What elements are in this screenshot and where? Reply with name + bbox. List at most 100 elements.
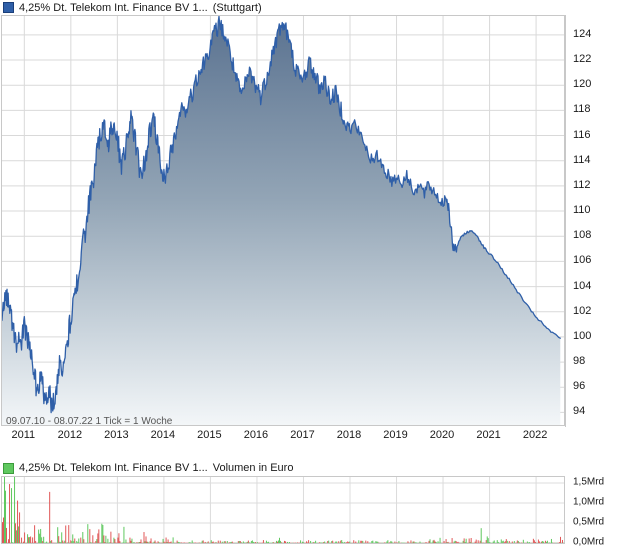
volume-series-svg — [2, 477, 564, 543]
volume-bar — [315, 541, 316, 543]
volume-bar — [266, 541, 267, 543]
volume-bar — [310, 541, 311, 543]
volume-bar — [454, 542, 455, 543]
price-y-tick: 118 — [573, 103, 591, 115]
volume-bar — [372, 541, 373, 543]
volume-bar — [471, 538, 472, 543]
volume-bar — [321, 542, 322, 543]
volume-bar — [469, 538, 470, 543]
volume-bar — [18, 526, 19, 543]
volume-bar — [51, 540, 52, 543]
volume-bar — [344, 542, 345, 543]
volume-bar — [222, 542, 223, 543]
volume-bar — [155, 540, 156, 543]
volume-bar — [138, 542, 139, 543]
volume-bar — [243, 541, 244, 543]
volume-bar — [76, 541, 77, 543]
volume-bar — [415, 542, 416, 543]
volume-bar — [29, 537, 30, 543]
volume-bar — [358, 540, 359, 543]
volume-bar — [327, 541, 328, 543]
volume-bar — [11, 488, 12, 543]
volume-bar — [509, 541, 510, 543]
volume-bar — [78, 539, 79, 543]
volume-bar — [398, 541, 399, 543]
volume-bar — [131, 539, 132, 543]
green-square-icon — [3, 463, 14, 474]
volume-bar — [178, 542, 179, 543]
volume-bar — [224, 541, 225, 543]
volume-bar — [199, 542, 200, 543]
volume-bar — [98, 529, 99, 543]
price-y-tick: 96 — [573, 380, 585, 392]
volume-bar — [376, 542, 377, 543]
price-y-tick: 120 — [573, 78, 591, 90]
volume-bar — [38, 530, 39, 543]
volume-bar — [123, 527, 124, 543]
volume-bar — [396, 542, 397, 543]
volume-bar — [165, 542, 166, 543]
volume-bar — [90, 542, 91, 543]
volume-bar — [239, 541, 240, 543]
volume-bar — [113, 538, 114, 543]
volume-bar — [101, 524, 102, 543]
volume-bar — [4, 477, 5, 543]
volume-bar — [49, 492, 50, 543]
volume-bar — [503, 541, 504, 543]
price-plot-area[interactable] — [1, 15, 565, 426]
volume-bar — [70, 540, 71, 543]
x-axis-tick: 2012 — [58, 429, 82, 441]
volume-bar — [457, 542, 458, 543]
volume-bar — [129, 538, 130, 543]
volume-bar — [346, 542, 347, 543]
volume-bar — [507, 541, 508, 543]
volume-bar — [42, 541, 43, 543]
volume-bar — [64, 541, 65, 543]
volume-bar — [144, 532, 145, 543]
volume-bar — [533, 539, 534, 543]
volume-bar — [110, 532, 111, 543]
price-chart-exchange: (Stuttgart) — [213, 2, 262, 14]
volume-bar — [203, 540, 204, 543]
volume-bar — [279, 538, 280, 543]
volume-bar — [448, 542, 449, 543]
volume-plot-area[interactable] — [1, 476, 565, 544]
volume-bar — [177, 541, 178, 543]
volume-bar — [241, 542, 242, 543]
volume-bar — [213, 542, 214, 543]
volume-bar — [8, 539, 9, 543]
volume-bar — [335, 542, 336, 543]
volume-bar — [252, 540, 253, 543]
volume-bar — [95, 541, 96, 543]
volume-bar — [2, 522, 3, 543]
volume-bar — [324, 542, 325, 543]
volume-bar — [285, 541, 286, 543]
volume-bar — [140, 539, 141, 543]
price-area-fill — [2, 16, 560, 425]
volume-bar — [169, 542, 170, 543]
price-y-tick: 112 — [573, 179, 591, 191]
volume-bar — [490, 542, 491, 543]
volume-bar — [184, 542, 185, 543]
volume-bar — [543, 542, 544, 543]
x-axis-tick: 2017 — [290, 429, 314, 441]
volume-bar — [148, 542, 149, 543]
volume-bar — [74, 538, 75, 543]
volume-bar — [246, 542, 247, 543]
volume-bar — [40, 529, 41, 543]
x-axis-tick: 2016 — [244, 429, 268, 441]
volume-bar — [179, 542, 180, 543]
volume-bar — [276, 541, 277, 543]
volume-bar — [377, 542, 378, 543]
volume-y-tick: 1,5Mrd — [573, 477, 604, 488]
volume-bar — [21, 538, 22, 543]
x-axis-tick: 2020 — [430, 429, 454, 441]
volume-bar — [336, 542, 337, 543]
volume-chart-header: 4,25% Dt. Telekom Int. Finance BV 1... V… — [0, 461, 620, 475]
volume-bar — [5, 491, 6, 543]
volume-bar — [539, 541, 540, 543]
price-y-tick: 102 — [573, 305, 591, 317]
volume-bar — [546, 542, 547, 543]
volume-bar — [27, 534, 28, 543]
